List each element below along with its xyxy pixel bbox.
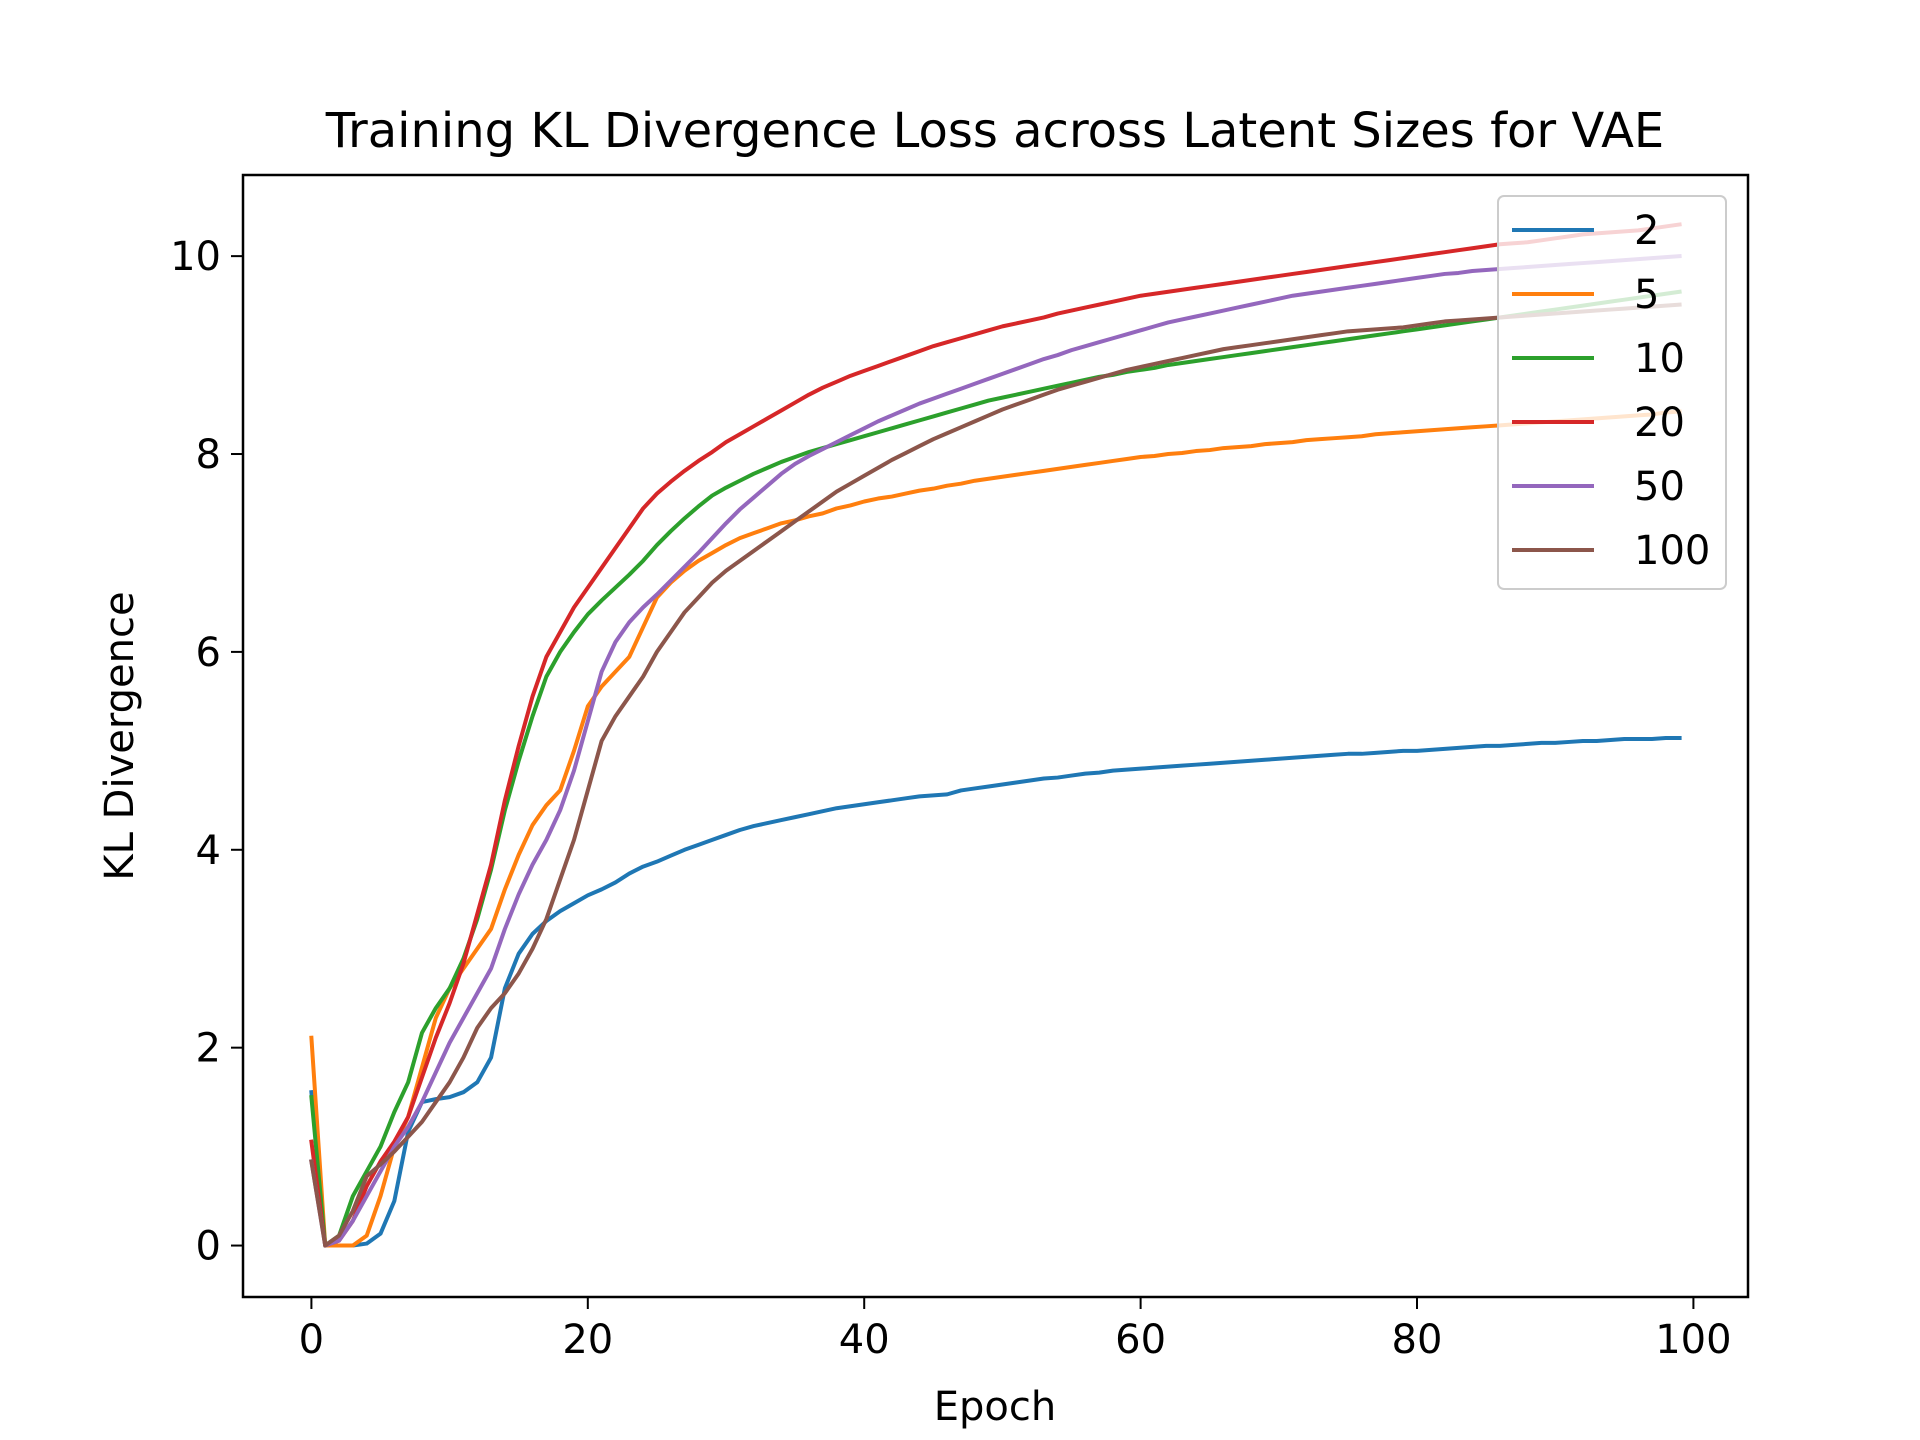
x-tick-label-60: 60	[1115, 1317, 1166, 1363]
x-axis-label: Epoch	[934, 1384, 1056, 1430]
series-line-10	[309, 289, 1682, 1248]
series-line-2	[309, 735, 1682, 1248]
chart-title: Training KL Divergence Loss across Laten…	[325, 103, 1665, 159]
legend-label-5: 5	[1634, 272, 1659, 318]
y-axis-label: KL Divergence	[97, 591, 143, 880]
x-tick-label-0: 0	[299, 1317, 324, 1363]
x-tick-label-100: 100	[1655, 1317, 1731, 1363]
x-tick-label-80: 80	[1392, 1317, 1443, 1363]
legend-label-2: 2	[1634, 208, 1659, 254]
legend-label-20: 20	[1634, 400, 1685, 446]
series-line-50	[309, 253, 1682, 1248]
y-tick-label-2: 2	[196, 1026, 221, 1072]
y-tick-label-10: 10	[170, 234, 221, 280]
y-tick-label-8: 8	[196, 432, 221, 478]
legend: 2 5 10 20 50 100	[1497, 195, 1727, 590]
series-line-20	[309, 222, 1682, 1248]
y-tick-label-4: 4	[196, 828, 221, 874]
y-tick-label-6: 6	[196, 630, 221, 676]
legend-label-50: 50	[1634, 464, 1685, 510]
series-lines	[309, 222, 1682, 1248]
plot-area: 0 20 40 60 80 100 0 2 4 6 8 10 2 5 10 20 50 100	[170, 173, 1750, 1363]
plot-frame	[241, 173, 1750, 1299]
y-tick-label-0: 0	[196, 1224, 221, 1270]
legend-label-100: 100	[1634, 528, 1710, 574]
series-line-5	[309, 409, 1682, 1248]
x-tick-label-40: 40	[839, 1317, 890, 1363]
series-line-100	[309, 302, 1682, 1248]
legend-label-10: 10	[1634, 336, 1685, 382]
x-tick-label-20: 20	[562, 1317, 613, 1363]
